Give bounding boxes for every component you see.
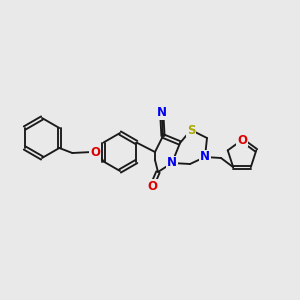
Text: N: N	[200, 151, 210, 164]
Text: S: S	[187, 124, 195, 136]
Text: O: O	[90, 146, 100, 158]
Text: N: N	[157, 106, 167, 119]
Text: N: N	[167, 157, 177, 169]
Text: O: O	[147, 179, 157, 193]
Text: O: O	[237, 134, 247, 146]
